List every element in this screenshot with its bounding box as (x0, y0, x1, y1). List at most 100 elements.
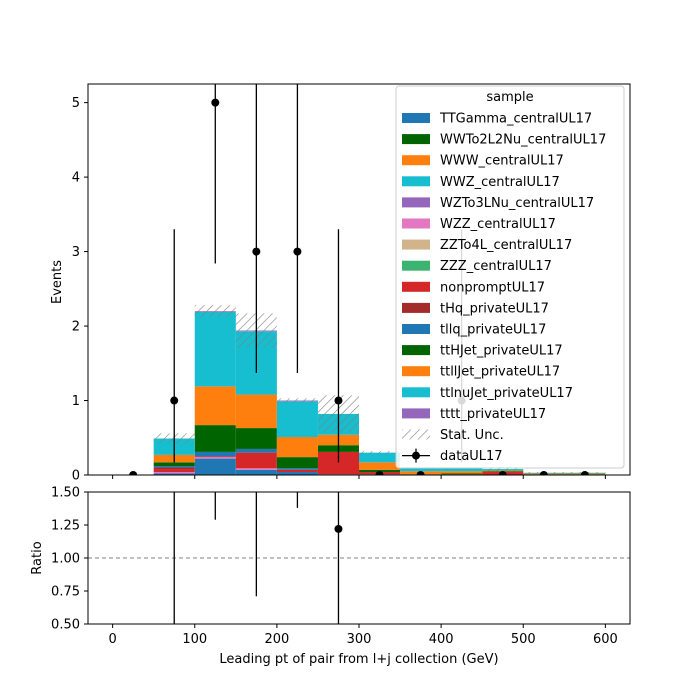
legend-swatch (402, 218, 430, 229)
legend-title: sample (486, 90, 533, 105)
legend-data-marker (412, 451, 420, 460)
data-point (170, 396, 179, 405)
legend-swatch (402, 155, 430, 166)
legend-swatch (402, 408, 430, 419)
legend-label: WWW_centralUL17 (440, 154, 564, 169)
x-tick-label: 300 (347, 632, 372, 647)
legend-label: WWTo2L2Nu_centralUL17 (440, 133, 606, 148)
y-tick-label: 4 (72, 171, 80, 186)
bar-segment (400, 467, 442, 472)
x-tick-label: 200 (264, 632, 289, 647)
legend-label: WZZ_centralUL17 (440, 217, 556, 232)
legend-swatch (402, 345, 430, 356)
legend-swatch (402, 176, 430, 187)
y-tick-label: 3 (72, 245, 80, 260)
legend-label: WZTo3LNu_centralUL17 (440, 196, 594, 211)
bar-segment (153, 467, 195, 470)
data-point (416, 471, 425, 475)
data-point (293, 247, 302, 256)
ratio-y-tick-label: 1.50 (51, 486, 80, 501)
legend-label: ttlnuJet_privateUL17 (440, 386, 573, 401)
legend-swatch (402, 387, 430, 398)
bar-segment (235, 448, 277, 453)
bar-segment (359, 469, 401, 473)
bar-segment (194, 386, 236, 426)
bar-segment (276, 472, 318, 475)
bar-segment (194, 456, 236, 458)
bar-segment (441, 473, 483, 475)
data-point (539, 471, 548, 475)
stat-unc-box (276, 398, 318, 403)
data-point (211, 98, 220, 107)
bar-segment (153, 466, 195, 468)
legend-label: ZZTo4L_centralUL17 (440, 238, 572, 253)
stat-unc-box (194, 305, 236, 318)
legend-label: tHq_privateUL17 (440, 301, 549, 316)
bar-segment (276, 468, 318, 470)
ratio-y-tick-label: 0.50 (51, 618, 80, 633)
bar-segment (153, 469, 195, 473)
ratio-axes: 0.50 0.75 1.00 1.25 1.50 0 100 200 300 400 500 600 (51, 486, 631, 647)
legend-box (395, 85, 625, 469)
bar-segment (194, 457, 236, 459)
bar-segment (359, 452, 401, 463)
legend-label: tttt_privateUL17 (440, 407, 546, 422)
bar-segment (194, 451, 236, 457)
y-tick-label: 0 (72, 469, 80, 484)
legend-label: TTGamma_centralUL17 (439, 112, 592, 127)
x-axis-title: Leading pt of pair from l+j collection (… (219, 652, 498, 667)
bar-segment (276, 437, 318, 458)
bar-segment (317, 451, 359, 475)
ratio-axis-title: Ratio (30, 541, 45, 574)
stat-unc-box (482, 466, 524, 472)
data-point (334, 396, 343, 405)
bar-segment (235, 394, 277, 429)
x-tick-label: 0 (108, 632, 116, 647)
y-tick-label: 5 (72, 96, 80, 111)
legend-label: Stat. Unc. (440, 428, 504, 443)
x-tick-label: 500 (511, 632, 536, 647)
y-axis-title: Events (50, 260, 65, 304)
legend-swatch (402, 134, 430, 145)
x-tick-label: 100 (182, 632, 207, 647)
bar-segment (441, 471, 483, 474)
main-axes: 0 1 2 3 4 5 (72, 83, 631, 484)
x-tick-label: 600 (593, 632, 618, 647)
stat-unc-box (359, 451, 401, 455)
legend-swatch (402, 324, 430, 334)
ratio-y-tick-label: 1.00 (51, 552, 80, 567)
bar-segment (359, 462, 401, 470)
bar-segment (441, 467, 483, 472)
bar-segment (194, 425, 236, 452)
data-point (129, 471, 138, 475)
bar-segment (235, 428, 277, 449)
legend-swatch (402, 113, 430, 123)
data-point (580, 471, 589, 475)
legend-label: WWZ_centralUL17 (440, 175, 560, 190)
legend-label: tllq_privateUL17 (440, 323, 546, 338)
legend-swatch (402, 239, 430, 250)
data-point (375, 471, 384, 475)
bar-segment (235, 452, 277, 469)
y-tick-label: 1 (72, 394, 80, 409)
bar-segment (194, 311, 236, 387)
legend-swatch (402, 281, 430, 292)
x-tick-label: 400 (429, 632, 454, 647)
bar-segment (235, 469, 277, 475)
legend-swatch-hatch (402, 429, 430, 440)
legend-label: ZZZ_centralUL17 (440, 259, 552, 274)
bar-segment (153, 473, 195, 475)
bar-segment (276, 469, 318, 473)
ratio-point (334, 524, 343, 533)
bar-segment (153, 462, 195, 467)
ratio-panel-content (88, 492, 630, 624)
legend-swatch (402, 302, 430, 313)
legend-swatch (402, 260, 430, 271)
legend-label: ttHJet_privateUL17 (440, 344, 563, 359)
ratio-y-tick-label: 1.25 (51, 519, 80, 534)
bar-segment (276, 401, 318, 438)
legend: sample TTGamma_centralUL17 WWTo2L2Nu_centr… (395, 85, 625, 469)
ratio-y-tick-label: 0.75 (51, 585, 80, 600)
legend-swatch (402, 366, 430, 377)
